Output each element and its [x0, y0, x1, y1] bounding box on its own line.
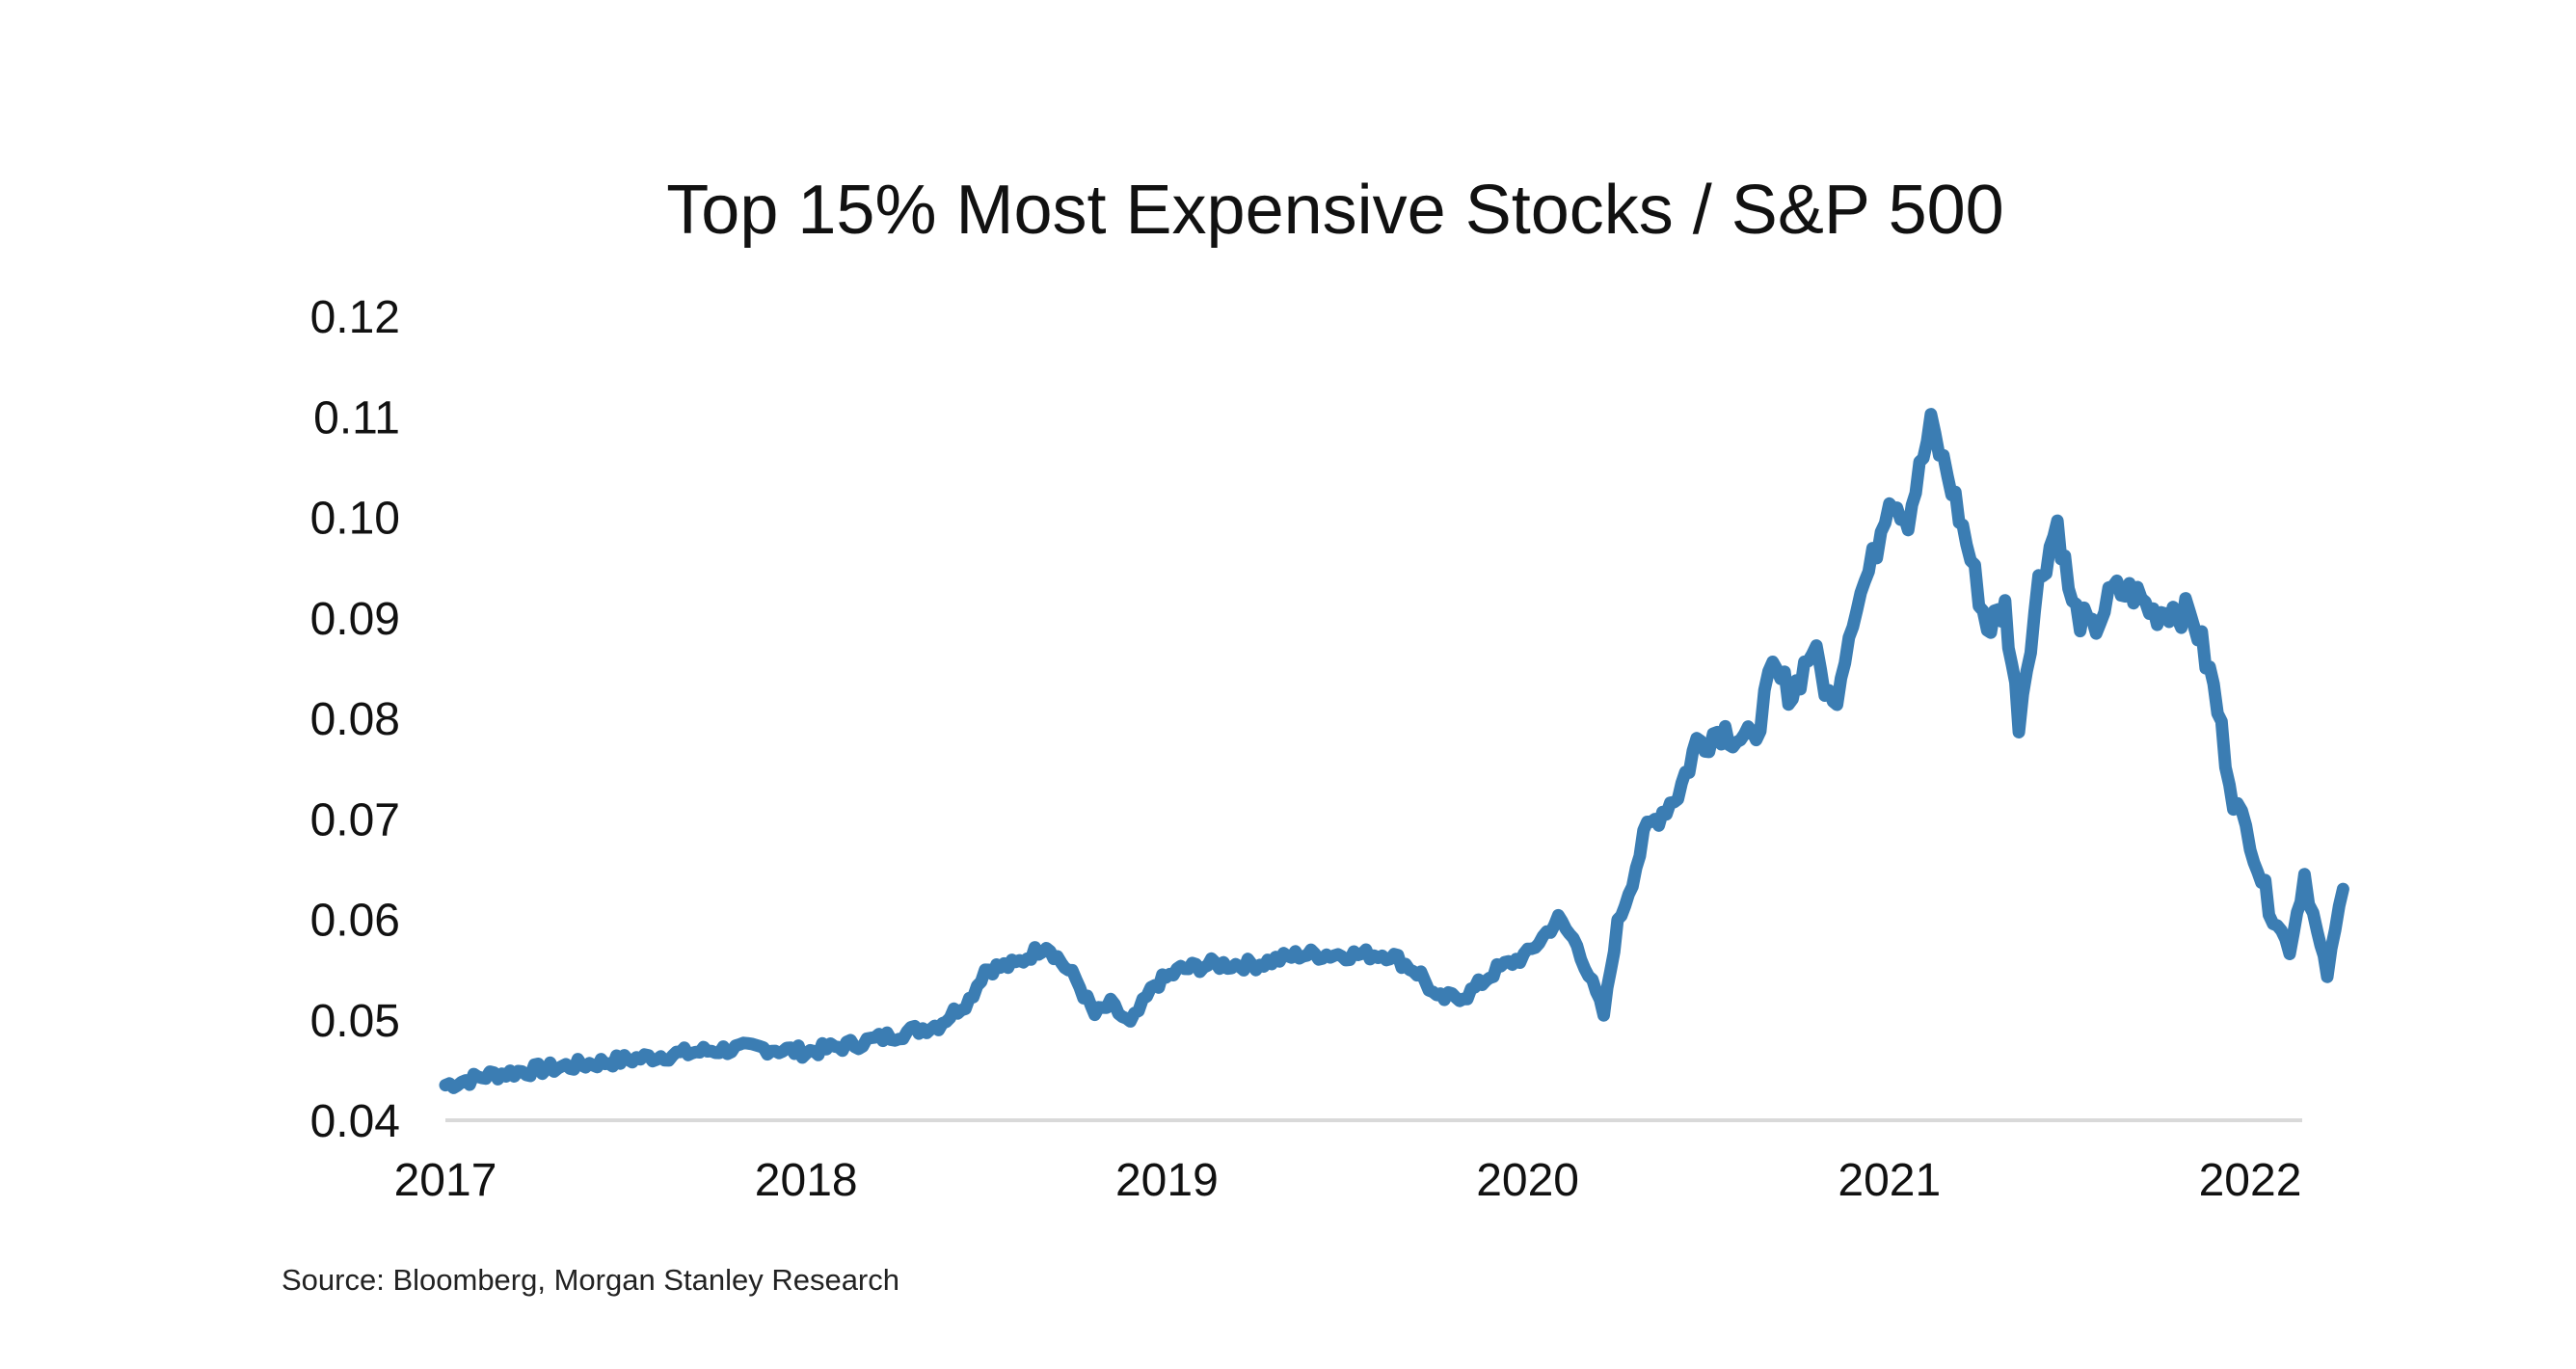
x-tick-label: 2020 [1476, 1155, 1579, 1206]
y-tick-label: 0.07 [310, 794, 400, 846]
y-tick-label: 0.09 [310, 594, 400, 645]
y-tick-label: 0.08 [310, 694, 400, 745]
source-note: Source: Bloomberg, Morgan Stanley Resear… [282, 1263, 899, 1297]
y-tick-label: 0.11 [313, 392, 400, 443]
y-axis: 0.12 0.11 0.10 0.09 0.08 0.07 0.06 0.05 0.04 [310, 292, 400, 1147]
y-tick-label: 0.10 [310, 494, 400, 545]
x-axis: 2017 2018 2019 2020 2021 2022 [394, 1155, 2302, 1206]
y-tick-label: 0.05 [310, 996, 400, 1047]
chart-title: Top 15% Most Expensive Stocks / S&P 500 [666, 172, 2003, 249]
y-tick-label: 0.04 [310, 1096, 400, 1147]
series-line [439, 408, 2349, 1094]
x-tick-label: 2021 [1838, 1155, 1941, 1206]
y-tick-label: 0.06 [310, 896, 400, 947]
x-tick-label: 2017 [394, 1155, 497, 1206]
x-tick-label: 2022 [2199, 1155, 2302, 1206]
y-tick-label: 0.12 [310, 292, 400, 343]
x-tick-label: 2019 [1115, 1155, 1219, 1206]
x-tick-label: 2018 [755, 1155, 858, 1206]
